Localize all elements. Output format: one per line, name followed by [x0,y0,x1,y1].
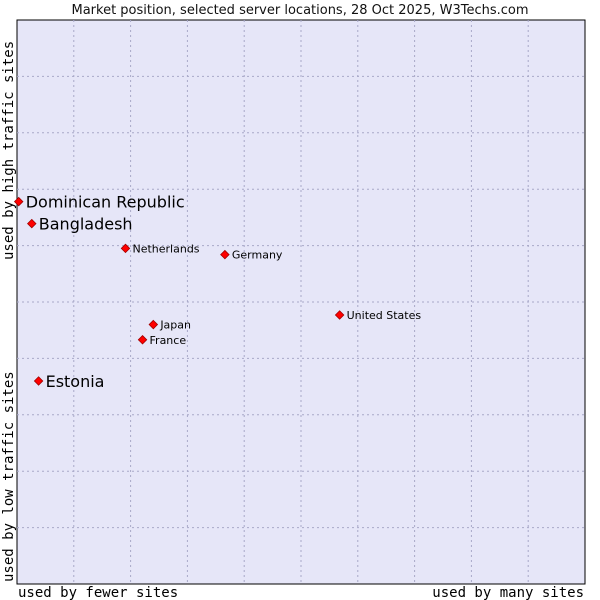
y-axis-top-label: used by high traffic sites [1,41,17,260]
point-label-france: France [150,334,187,347]
grid-lines [17,20,585,584]
x-axis-right-label: used by many sites [432,585,584,600]
point-label-bangladesh: Bangladesh [39,215,133,234]
point-japan [148,319,159,330]
y-axis-bottom-label: used by low traffic sites [1,371,17,582]
point-united-states [334,310,345,320]
x-axis-left-label: used by fewer sites [18,585,178,600]
data-points: Dominican Republic Bangladesh Netherlands G… [13,193,422,391]
point-germany [220,249,230,260]
point-netherlands [120,243,131,254]
point-france [137,335,148,345]
point-label-japan: Japan [159,319,191,332]
point-estonia [33,376,44,386]
point-dominican-republic [13,196,24,207]
point-label-netherlands: Netherlands [132,242,199,255]
point-label-estonia: Estonia [46,372,105,391]
point-bangladesh [27,218,37,229]
point-label-dominican-republic: Dominican Republic [26,193,185,212]
point-label-germany: Germany [232,249,283,262]
point-label-united-states: United States [347,309,422,322]
chart-title: Market position, selected server locatio… [71,3,528,18]
